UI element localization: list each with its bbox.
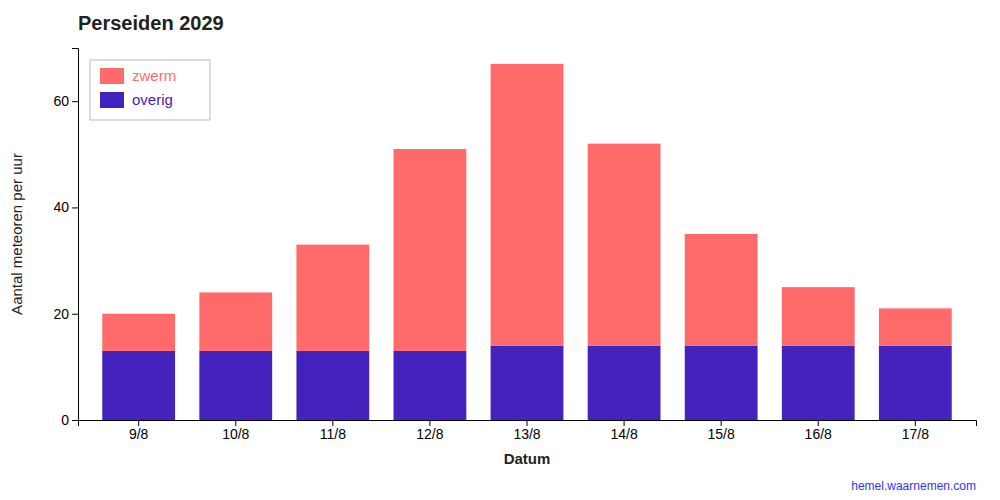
x-tick: 11/8 bbox=[320, 420, 346, 442]
y-tick: 0 bbox=[61, 412, 78, 428]
x-tick: 12/8 bbox=[416, 420, 443, 442]
bar bbox=[199, 292, 272, 350]
y-tick-label: 40 bbox=[53, 199, 69, 215]
x-tick-label: 12/8 bbox=[416, 426, 443, 442]
x-tick: 17/8 bbox=[902, 420, 929, 442]
bar bbox=[491, 346, 564, 420]
bar bbox=[879, 346, 952, 420]
x-tick: 10/8 bbox=[222, 420, 249, 442]
bar bbox=[296, 245, 369, 351]
y-axis-title: Aantal meteoren per uur bbox=[8, 153, 25, 315]
bar bbox=[685, 234, 758, 346]
bar bbox=[588, 346, 661, 420]
y-tick-mark bbox=[72, 420, 78, 421]
legend-swatch bbox=[100, 92, 124, 108]
chart-container: Perseiden 2029 9/8 10/8 11/8 12/8 13/8 14/8 15/… bbox=[0, 0, 1000, 500]
x-tick: 9/8 bbox=[129, 420, 149, 442]
x-tick-label: 11/8 bbox=[320, 426, 346, 442]
bar bbox=[394, 351, 467, 420]
bar bbox=[588, 144, 661, 346]
bar bbox=[296, 351, 369, 420]
legend-item: zwerm bbox=[100, 67, 176, 84]
x-tick: 16/8 bbox=[805, 420, 832, 442]
y-tick-mark bbox=[72, 314, 78, 315]
plot-area: 9/8 10/8 11/8 12/8 13/8 14/8 15/8 16/8 17/8 0 20 40… bbox=[53, 49, 976, 442]
bar bbox=[102, 314, 175, 351]
x-tick: 15/8 bbox=[708, 420, 735, 442]
legend-label: zwerm bbox=[132, 67, 176, 84]
bars bbox=[102, 64, 951, 420]
y-tick-mark bbox=[72, 101, 78, 102]
legend-item: overig bbox=[100, 91, 173, 108]
y-tick-label: 60 bbox=[53, 93, 69, 109]
chart-svg: Perseiden 2029 9/8 10/8 11/8 12/8 13/8 14/8 15/… bbox=[0, 0, 1000, 500]
annotation: hemel.waarnemen.com bbox=[851, 479, 976, 493]
bar bbox=[102, 351, 175, 420]
x-axis-title: Datum bbox=[504, 450, 551, 467]
legend-swatch bbox=[100, 68, 124, 84]
y-tick-label: 20 bbox=[53, 306, 69, 322]
bar bbox=[491, 64, 564, 346]
x-tick-label: 17/8 bbox=[902, 426, 929, 442]
bar bbox=[782, 346, 855, 420]
bar bbox=[685, 346, 758, 420]
x-tick-label: 16/8 bbox=[805, 426, 832, 442]
x-tick-label: 15/8 bbox=[708, 426, 735, 442]
legend: zwerm overig bbox=[90, 60, 210, 120]
bar bbox=[782, 287, 855, 345]
chart-title: Perseiden 2029 bbox=[78, 12, 224, 34]
bar bbox=[394, 149, 467, 351]
x-tick-label: 14/8 bbox=[610, 426, 637, 442]
y-tick-mark bbox=[72, 207, 78, 208]
x-tick-label: 13/8 bbox=[513, 426, 540, 442]
y-tick: 20 bbox=[53, 306, 78, 322]
x-axis: 9/8 10/8 11/8 12/8 13/8 14/8 15/8 16/8 17/8 bbox=[79, 420, 977, 442]
legend-box bbox=[90, 60, 210, 120]
bar bbox=[199, 351, 272, 420]
x-tick-label: 10/8 bbox=[222, 426, 249, 442]
y-tick: 40 bbox=[53, 199, 78, 215]
x-tick: 13/8 bbox=[513, 420, 540, 442]
bar-series bbox=[102, 346, 951, 420]
y-axis-line bbox=[72, 49, 79, 421]
bar bbox=[879, 308, 952, 345]
x-tick-label: 9/8 bbox=[129, 426, 149, 442]
legend-label: overig bbox=[132, 91, 173, 108]
y-tick-label: 0 bbox=[61, 412, 69, 428]
bar-series bbox=[102, 64, 951, 351]
x-tick: 14/8 bbox=[610, 420, 637, 442]
y-axis: 0 20 40 60 bbox=[53, 49, 78, 428]
y-tick: 60 bbox=[53, 93, 78, 109]
